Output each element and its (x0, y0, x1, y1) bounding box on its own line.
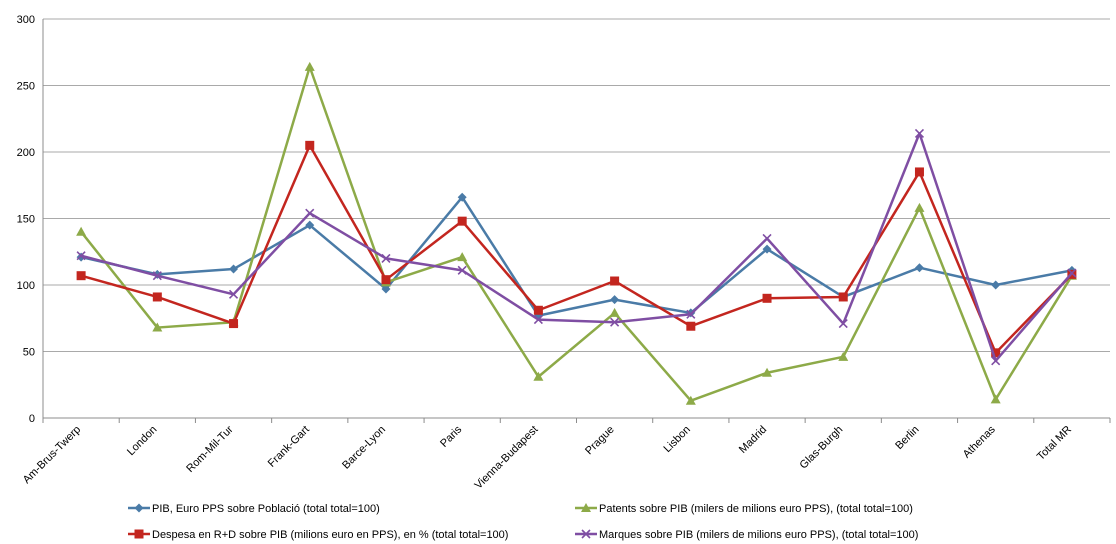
data-point (686, 321, 696, 331)
data-point (381, 253, 391, 263)
y-axis: 0 50 100 150 200 250 300 (17, 14, 44, 425)
data-point (76, 252, 86, 262)
series-1 (76, 192, 1077, 321)
series-2 (76, 61, 1077, 405)
series-3 (76, 140, 1077, 358)
data-point (533, 371, 544, 381)
legend-label: Patents sobre PIB (milers de milions eur… (599, 503, 913, 515)
data-point (152, 322, 163, 332)
legend-entry: Marques sobre PIB (milers de milions eur… (575, 529, 918, 541)
data-point (381, 284, 391, 294)
data-point (914, 202, 925, 212)
data-point (990, 394, 1001, 404)
data-point (914, 128, 925, 138)
x-axis: Am-Brus-Twerp London Rom-Mil-Tur Frank-Gart… (21, 417, 1111, 492)
x-tick-label: Frank-Gart (266, 424, 312, 470)
data-point (305, 220, 315, 230)
data-point (533, 305, 543, 315)
data-point (685, 395, 696, 405)
data-point (838, 292, 848, 302)
legend-marker (134, 503, 144, 513)
data-point (762, 293, 772, 303)
legend-marker (581, 529, 591, 539)
data-point (228, 289, 239, 299)
legend-label: Despesa en R+D sobre PIB (milions euro e… (152, 529, 508, 541)
data-point (229, 319, 239, 329)
data-point (229, 264, 239, 274)
x-tick-label: Rom-Mil-Tur (184, 423, 236, 475)
data-point (762, 367, 773, 377)
data-point (152, 271, 162, 281)
x-tick-label: London (125, 424, 159, 458)
legend-marker (581, 503, 591, 512)
legend-entry: Despesa en R+D sobre PIB (milions euro e… (128, 529, 508, 541)
data-point (381, 275, 391, 285)
data-point (457, 192, 467, 202)
x-tick-label: Athenas (961, 423, 998, 460)
data-point (914, 167, 924, 177)
x-tick-label: Barce-Lyon (340, 424, 388, 472)
legend-entry: Patents sobre PIB (milers de milions eur… (575, 503, 913, 515)
data-point (457, 265, 467, 275)
x-tick-label: Lisbon (662, 424, 693, 455)
data-point (610, 317, 620, 327)
data-point (76, 271, 86, 281)
y-tick-label: 50 (23, 347, 35, 359)
data-point (991, 280, 1001, 290)
x-tick-label: Vienna-Budapest (472, 424, 540, 492)
data-point (762, 233, 772, 244)
x-tick-label: Berlin (893, 424, 921, 452)
data-point (686, 309, 696, 319)
data-point (457, 216, 467, 226)
data-point (610, 295, 620, 305)
legend: PIB, Euro PPS sobre Població (total tota… (128, 503, 918, 541)
data-point (991, 356, 1001, 366)
data-point (457, 252, 468, 262)
x-tick-label: Total MR (1035, 424, 1074, 463)
data-point (305, 208, 315, 218)
series-4 (76, 128, 1077, 366)
gridlines (43, 18, 1110, 419)
data-point (838, 319, 848, 329)
series-line (80, 65, 1073, 402)
data-point (609, 307, 620, 317)
data-point (304, 61, 315, 71)
x-tick-label: Am-Brus-Twerp (21, 424, 84, 487)
data-point (762, 244, 772, 254)
y-tick-label: 250 (17, 81, 35, 93)
series-layer (76, 61, 1077, 405)
data-point (1067, 268, 1077, 278)
x-tick-label: Prague (583, 424, 617, 458)
data-point (991, 348, 1001, 358)
y-tick-label: 300 (17, 14, 35, 26)
data-point (76, 226, 87, 236)
y-tick-label: 150 (17, 214, 35, 226)
legend-label: Marques sobre PIB (milers de milions eur… (599, 529, 918, 541)
data-point (76, 251, 86, 261)
y-tick-label: 0 (29, 413, 35, 425)
data-point (533, 315, 543, 325)
x-tick-label: Madrid (737, 424, 769, 456)
legend-label: PIB, Euro PPS sobre Població (total tota… (152, 503, 380, 515)
series-line (80, 132, 1073, 363)
legend-entry: PIB, Euro PPS sobre Població (total tota… (128, 503, 380, 515)
x-tick-label: Paris (438, 423, 465, 450)
data-point (914, 263, 924, 273)
data-point (305, 140, 315, 150)
x-tick-label: Glas-Burgh (798, 424, 846, 472)
legend-marker (134, 529, 144, 539)
series-line (80, 144, 1073, 355)
y-tick-label: 100 (17, 280, 35, 292)
data-point (838, 351, 849, 361)
data-point (610, 276, 620, 286)
data-point (152, 292, 162, 302)
y-tick-label: 200 (17, 147, 35, 159)
series-line (80, 195, 1073, 317)
